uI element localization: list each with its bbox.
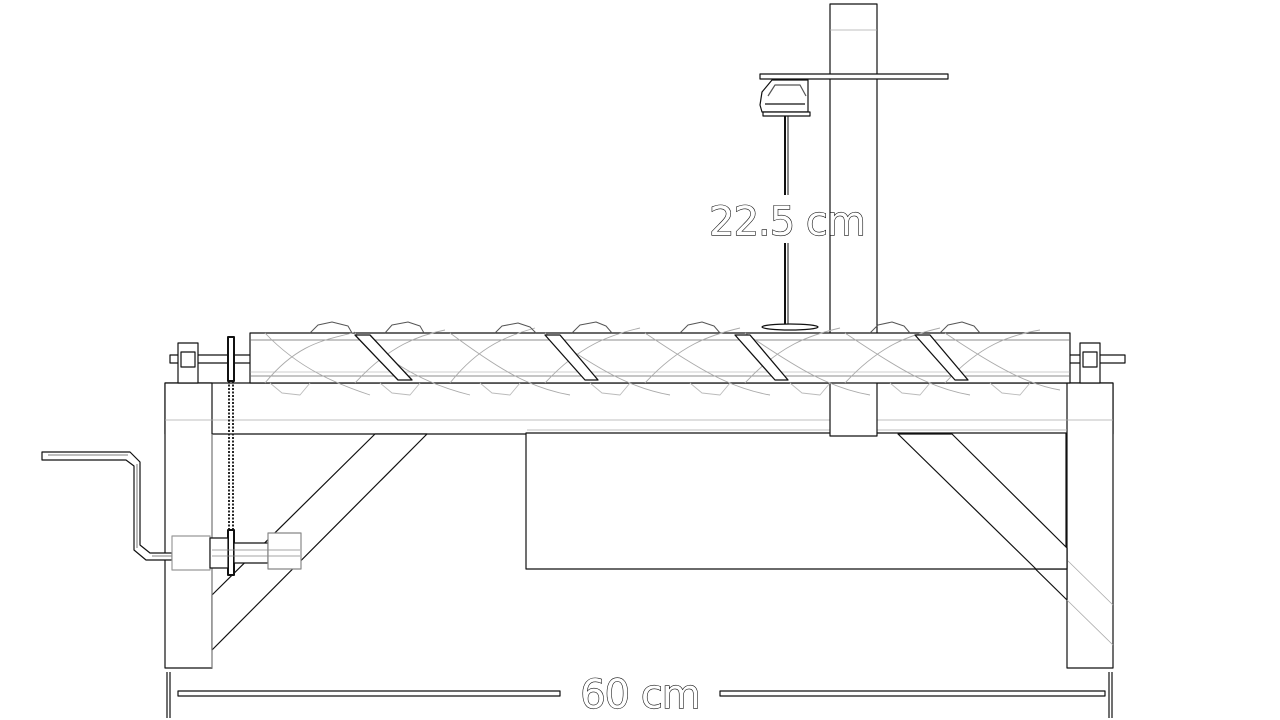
- top-beam: [164, 382, 1114, 435]
- crank-handle[interactable]: [41, 451, 302, 571]
- left-brace: [211, 433, 428, 651]
- left-leg: [164, 382, 213, 669]
- auger-assembly: [169, 321, 1126, 396]
- height-dimension-label: 22.5 cm: [709, 199, 865, 245]
- height-dimension-lines: [761, 243, 819, 331]
- upper-sprocket: [227, 336, 235, 382]
- width-dimension-lines: [166, 672, 1113, 718]
- width-dimension-label: 60 cm: [580, 672, 700, 718]
- chain-drive: [227, 336, 235, 576]
- lower-sprocket: [227, 529, 235, 576]
- right-leg: [1066, 382, 1114, 669]
